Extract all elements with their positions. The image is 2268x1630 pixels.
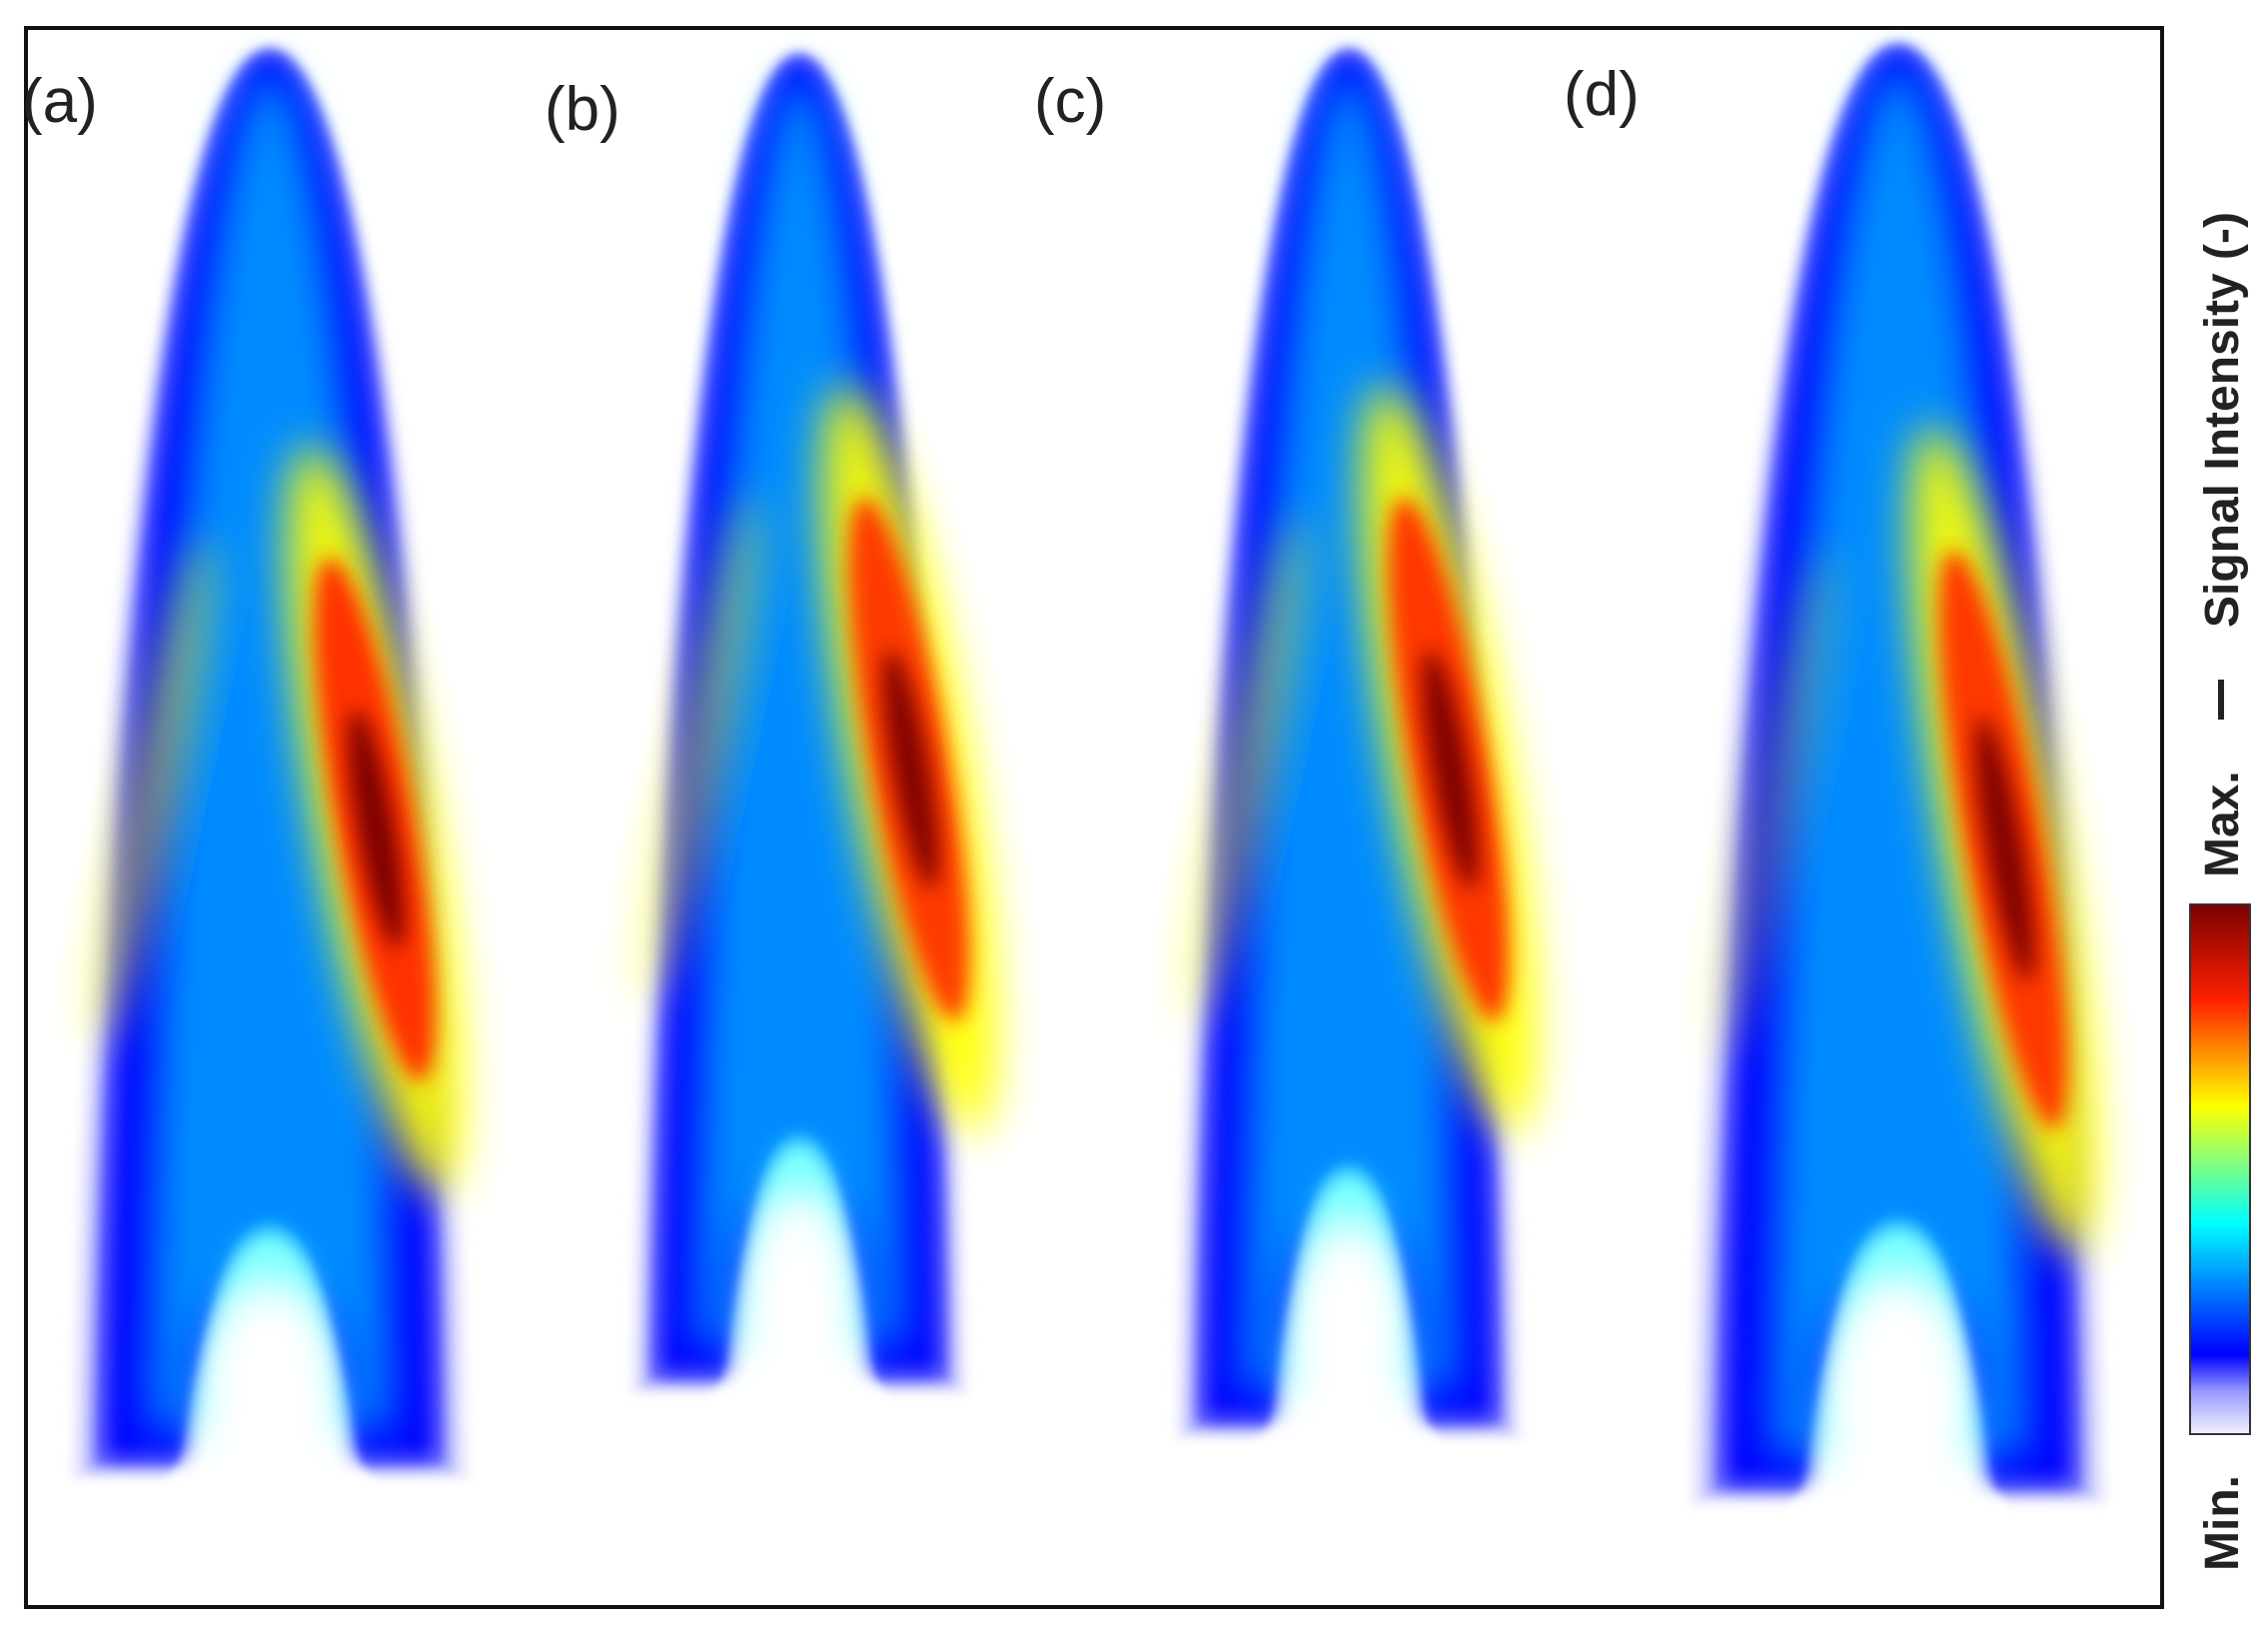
colorbar: Min. Max. Signal Intensity (-) [2189, 212, 2251, 1571]
hot-spot-core [883, 650, 939, 889]
hot-spot-core [349, 710, 405, 949]
colorbar-gradient [2189, 903, 2251, 1435]
panel-a [72, 45, 468, 1479]
left-branch-glow [1186, 516, 1308, 1024]
panel-d [1691, 40, 2106, 1504]
left-branch-glow [91, 536, 213, 1045]
hot-spot-core [1975, 717, 2035, 982]
colorbar-min-label: Min. [2196, 1475, 2249, 1571]
body-cyan [148, 69, 392, 1431]
panel-label-c: (c) [1034, 67, 1106, 136]
left-branch-glow [639, 495, 761, 1003]
panel-label-b: (b) [545, 75, 620, 144]
hot-spot-core [1423, 650, 1479, 889]
panel-c [1176, 45, 1538, 1439]
panels [72, 40, 2106, 1504]
colorbar-title: Signal Intensity (-) [2196, 212, 2249, 628]
colorbar-max-label: Max. [2196, 771, 2249, 877]
left-branch-glow [1713, 547, 1835, 1056]
body-cyan [1770, 64, 2026, 1456]
panel-label-a: (a) [22, 67, 98, 136]
panel-label-d: (d) [1564, 60, 1640, 129]
panel-b [631, 50, 998, 1394]
